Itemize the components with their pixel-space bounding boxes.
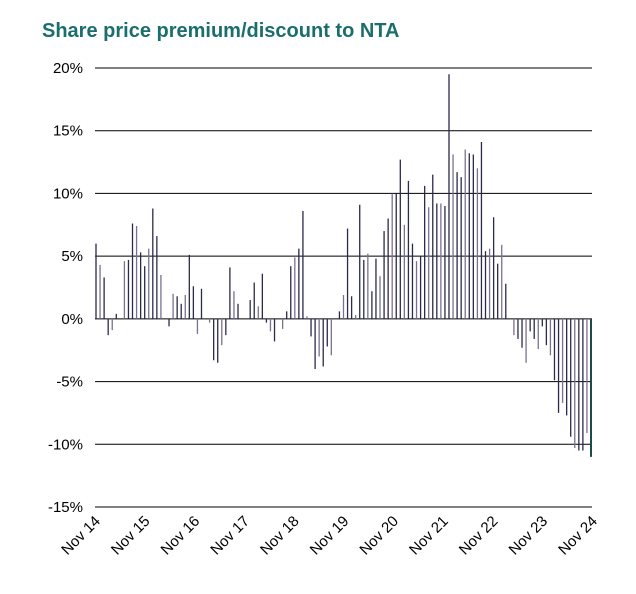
y-tick-label: -10% <box>48 436 83 453</box>
y-tick-label: 0% <box>61 311 83 328</box>
y-tick-label: 15% <box>53 123 83 140</box>
x-tick-label: Nov 18 <box>257 513 303 559</box>
x-tick-label: Nov 20 <box>356 513 402 559</box>
x-tick-label: Nov 15 <box>108 513 154 559</box>
x-tick-label: Nov 22 <box>456 513 502 559</box>
x-tick-label: Nov 19 <box>307 513 353 559</box>
x-tick-label: Nov 17 <box>207 513 253 559</box>
x-tick-label: Nov 16 <box>158 513 204 559</box>
chart-title: Share price premium/discount to NTA <box>42 20 400 42</box>
y-tick-label: 10% <box>53 185 83 202</box>
y-tick-label: 20% <box>53 60 83 77</box>
x-tick-label: Nov 24 <box>555 513 601 559</box>
y-tick-label: -15% <box>48 499 83 516</box>
x-tick-label: Nov 23 <box>505 513 551 559</box>
x-tick-label: Nov 21 <box>406 513 452 559</box>
y-tick-label: -5% <box>56 374 83 391</box>
x-tick-label: Nov 14 <box>58 513 104 559</box>
y-tick-label: 5% <box>61 248 83 265</box>
